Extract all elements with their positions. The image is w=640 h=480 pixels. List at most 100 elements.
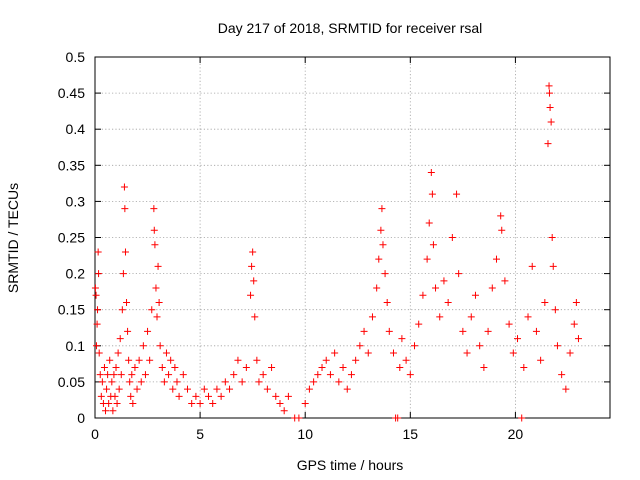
- data-point: [284, 392, 292, 400]
- x-tick-label: 20: [508, 426, 524, 442]
- data-point: [398, 335, 406, 343]
- data-point: [169, 385, 177, 393]
- data-point: [314, 371, 322, 379]
- data-point: [528, 262, 536, 270]
- data-point: [368, 313, 376, 321]
- data-point: [501, 277, 509, 285]
- data-point: [377, 226, 385, 234]
- data-point: [109, 407, 117, 415]
- y-axis-label: SRMTID / TECUs: [5, 183, 21, 293]
- data-point: [492, 255, 500, 263]
- data-point: [110, 371, 118, 379]
- data-point: [428, 190, 436, 198]
- data-point: [436, 313, 444, 321]
- data-point: [123, 298, 131, 306]
- data-point: [305, 385, 313, 393]
- data-point: [94, 248, 102, 256]
- data-point: [92, 291, 100, 299]
- data-point: [175, 392, 183, 400]
- data-point: [448, 234, 456, 241]
- data-point: [548, 234, 556, 241]
- data-point: [532, 327, 540, 335]
- x-axis-label: GPS time / hours: [297, 457, 404, 473]
- data-point: [188, 400, 196, 408]
- data-point: [129, 400, 137, 408]
- data-point: [553, 342, 561, 350]
- data-point: [146, 356, 154, 364]
- data-point: [432, 284, 440, 292]
- data-point: [352, 356, 360, 364]
- data-point: [153, 313, 161, 321]
- x-tick-label: 10: [297, 426, 313, 442]
- data-point: [263, 385, 271, 393]
- data-point: [128, 371, 136, 379]
- data-point: [335, 378, 343, 386]
- data-point: [179, 371, 187, 379]
- data-point: [459, 327, 467, 335]
- data-point: [96, 371, 104, 379]
- data-point: [97, 392, 105, 400]
- data-point: [537, 356, 545, 364]
- data-point: [268, 363, 276, 371]
- data-point: [280, 407, 288, 415]
- data-point: [111, 392, 119, 400]
- data-point: [213, 385, 221, 393]
- data-point: [151, 241, 159, 249]
- data-point: [423, 255, 431, 263]
- data-point: [167, 356, 175, 364]
- data-point: [545, 82, 553, 90]
- data-point: [484, 327, 492, 335]
- data-point: [411, 342, 419, 350]
- data-point: [113, 400, 121, 408]
- y-tick-label: 0.3: [66, 193, 86, 209]
- data-point: [331, 349, 339, 357]
- data-point: [440, 277, 448, 285]
- data-point: [94, 306, 102, 314]
- data-point: [572, 298, 580, 306]
- data-point: [396, 363, 404, 371]
- data-point: [196, 400, 204, 408]
- data-point: [114, 349, 122, 357]
- x-tick-label: 5: [196, 426, 204, 442]
- y-tick-label: 0.15: [58, 302, 85, 318]
- data-point: [116, 335, 124, 343]
- data-point: [250, 277, 258, 285]
- data-point: [119, 270, 127, 278]
- data-point: [467, 313, 475, 321]
- data-point: [98, 378, 106, 386]
- data-point: [124, 327, 132, 335]
- data-point: [415, 320, 423, 328]
- data-point: [253, 356, 261, 364]
- data-point: [498, 226, 506, 234]
- data-point: [406, 371, 414, 379]
- data-point: [488, 284, 496, 292]
- data-point: [247, 291, 255, 299]
- data-point: [381, 270, 389, 278]
- x-tick-label: 0: [91, 426, 99, 442]
- data-point: [200, 385, 208, 393]
- data-point: [547, 118, 555, 126]
- data-point: [117, 371, 125, 379]
- data-point: [92, 342, 100, 350]
- data-point: [427, 169, 435, 177]
- data-point: [562, 385, 570, 393]
- data-point: [378, 205, 386, 213]
- data-point: [373, 284, 381, 292]
- data-point: [226, 385, 234, 393]
- data-point: [100, 363, 108, 371]
- data-point: [242, 363, 250, 371]
- data-points-layer: [91, 82, 582, 422]
- ticks-layer: 0 5 10 15 20 0 0.05 0.1 0.15 0.2 0.25 0.3 0.35 0.4 0.4…: [58, 49, 610, 442]
- data-point: [251, 313, 259, 321]
- data-point: [192, 392, 200, 400]
- y-tick-label: 0.1: [66, 338, 86, 354]
- data-point: [356, 342, 364, 350]
- data-point: [217, 392, 225, 400]
- y-tick-label: 0.4: [66, 121, 86, 137]
- data-point: [144, 327, 152, 335]
- data-point: [455, 270, 463, 278]
- data-point: [125, 356, 133, 364]
- plot-frame: [94, 56, 611, 419]
- data-point: [156, 342, 164, 350]
- data-point: [106, 356, 114, 364]
